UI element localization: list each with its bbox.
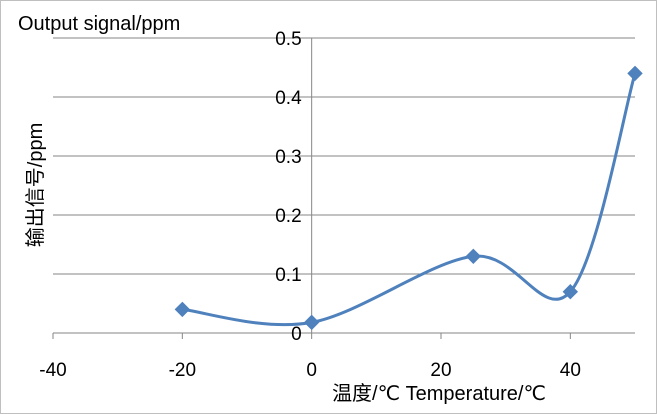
y-tick-label: 0.2 — [275, 206, 301, 227]
axis-layer — [52, 37, 635, 339]
data-point-marker — [465, 248, 482, 265]
y-tick-label: 0.5 — [275, 29, 301, 50]
data-point-marker — [627, 65, 643, 82]
x-tick-label: -40 — [39, 360, 66, 381]
x-tick-label: 40 — [560, 360, 581, 381]
data-point-marker — [562, 283, 579, 300]
y-axis-title: 输出信号/ppm — [24, 123, 47, 247]
label-layer: 0 0.1 0.2 0.3 0.4 0.5 -40 -20 0 20 40 — [39, 29, 581, 381]
y-tick-label: 0 — [291, 324, 302, 345]
y-tick-label: 0.3 — [275, 147, 301, 168]
chart-title: Output signal/ppm — [18, 13, 180, 35]
series-line — [182, 72, 637, 327]
grid-layer — [53, 37, 635, 275]
x-tick-label: 20 — [430, 360, 451, 381]
x-tick-label: -20 — [169, 360, 196, 381]
y-tick-label: 0.4 — [275, 88, 302, 109]
x-axis-title: 温度/℃ Temperature/℃ — [332, 382, 546, 405]
x-tick-label: 0 — [306, 360, 317, 381]
series-layer — [174, 65, 643, 331]
data-point-marker — [303, 314, 320, 331]
y-tick-label: 0.1 — [275, 265, 301, 286]
data-point-marker — [174, 301, 191, 318]
